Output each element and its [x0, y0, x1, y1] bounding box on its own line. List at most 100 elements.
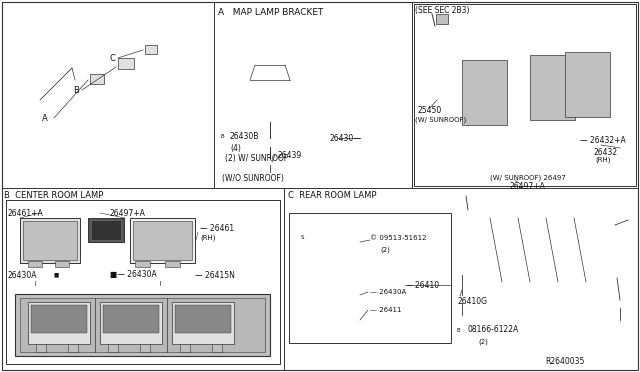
Bar [36, 344, 46, 352]
Text: © 09513-51612: © 09513-51612 [370, 235, 426, 241]
Polygon shape [288, 220, 398, 328]
Bar [414, 4, 636, 186]
Bar [88, 218, 124, 242]
Bar [68, 344, 78, 352]
Text: (2): (2) [380, 247, 390, 253]
Polygon shape [418, 12, 628, 165]
Text: ■: ■ [54, 273, 60, 278]
Circle shape [615, 298, 625, 308]
Text: (W/ SUNROOF): (W/ SUNROOF) [415, 117, 467, 123]
Polygon shape [222, 22, 318, 122]
Polygon shape [296, 226, 390, 320]
Text: S: S [300, 234, 304, 240]
Text: — 26410: — 26410 [405, 280, 439, 289]
Circle shape [154, 269, 166, 281]
Text: 26430B: 26430B [230, 131, 259, 141]
Bar [23, 221, 77, 260]
Circle shape [216, 130, 228, 142]
Ellipse shape [538, 66, 566, 104]
Text: 26430A: 26430A [8, 270, 38, 279]
Text: 26410G: 26410G [458, 298, 488, 307]
Bar [133, 221, 192, 260]
Bar [172, 302, 234, 344]
Ellipse shape [40, 322, 78, 332]
Ellipse shape [166, 54, 190, 70]
Text: (4): (4) [230, 144, 241, 153]
Circle shape [452, 324, 464, 336]
Circle shape [297, 305, 307, 315]
Bar [118, 58, 134, 69]
Text: 26439: 26439 [278, 151, 302, 160]
Bar [145, 45, 157, 54]
Bar [103, 305, 159, 333]
Text: (RH): (RH) [595, 157, 611, 163]
Bar [130, 218, 195, 263]
Text: 26461+A: 26461+A [8, 208, 44, 218]
Text: C  REAR ROOM LAMP: C REAR ROOM LAMP [288, 190, 376, 199]
Polygon shape [430, 22, 616, 156]
Polygon shape [75, 38, 168, 72]
Bar [165, 261, 180, 267]
Text: 26430—: 26430— [330, 134, 362, 142]
Bar [91, 220, 121, 240]
Polygon shape [280, 215, 408, 335]
Bar [175, 305, 231, 333]
Bar [6, 200, 280, 364]
Text: B: B [73, 86, 79, 94]
Ellipse shape [573, 63, 601, 101]
Circle shape [156, 284, 164, 292]
Bar [108, 344, 118, 352]
Ellipse shape [609, 158, 623, 168]
Bar [436, 14, 448, 24]
Polygon shape [453, 198, 622, 295]
Polygon shape [485, 145, 612, 183]
Polygon shape [310, 40, 328, 55]
Text: ■— 26430A: ■— 26430A [110, 270, 157, 279]
Ellipse shape [112, 322, 150, 332]
Ellipse shape [172, 138, 199, 158]
Text: (SEE SEC 2B3): (SEE SEC 2B3) [415, 6, 470, 15]
Text: (W/ SUNROOF) 26497: (W/ SUNROOF) 26497 [490, 175, 566, 181]
Circle shape [150, 230, 170, 250]
Polygon shape [58, 88, 150, 115]
Ellipse shape [265, 158, 275, 166]
Bar [20, 218, 80, 263]
Circle shape [265, 171, 275, 181]
Bar [140, 344, 150, 352]
Circle shape [458, 314, 466, 322]
Ellipse shape [544, 159, 562, 171]
Ellipse shape [39, 152, 61, 168]
Bar [28, 261, 42, 267]
Circle shape [626, 213, 636, 223]
Bar [100, 302, 162, 344]
Circle shape [296, 231, 308, 243]
Polygon shape [283, 318, 360, 348]
Text: B: B [456, 327, 460, 333]
Ellipse shape [470, 71, 498, 109]
Text: 26497+A: 26497+A [110, 208, 146, 218]
Circle shape [616, 319, 624, 327]
Polygon shape [498, 150, 602, 177]
Bar [55, 261, 69, 267]
Circle shape [31, 284, 39, 292]
Text: 26497+A: 26497+A [510, 182, 546, 190]
Text: (2) W/ SUNROOF: (2) W/ SUNROOF [225, 154, 288, 163]
Text: B  CENTER ROOM LAMP: B CENTER ROOM LAMP [4, 190, 104, 199]
Circle shape [265, 137, 275, 147]
Bar [180, 344, 190, 352]
Circle shape [34, 230, 54, 250]
Bar [212, 344, 222, 352]
Circle shape [425, 6, 435, 16]
Text: — 26461: — 26461 [200, 224, 234, 232]
Bar [135, 261, 150, 267]
Text: — 26411: — 26411 [370, 307, 401, 313]
Polygon shape [596, 148, 634, 180]
Polygon shape [15, 18, 208, 175]
Polygon shape [158, 42, 190, 75]
Text: R2640035: R2640035 [545, 357, 584, 366]
Ellipse shape [507, 159, 525, 171]
Text: A   MAP LAMP BRACKET: A MAP LAMP BRACKET [218, 7, 323, 16]
Text: (2): (2) [478, 339, 488, 345]
Text: — 26415N: — 26415N [195, 270, 235, 279]
Ellipse shape [184, 322, 222, 332]
